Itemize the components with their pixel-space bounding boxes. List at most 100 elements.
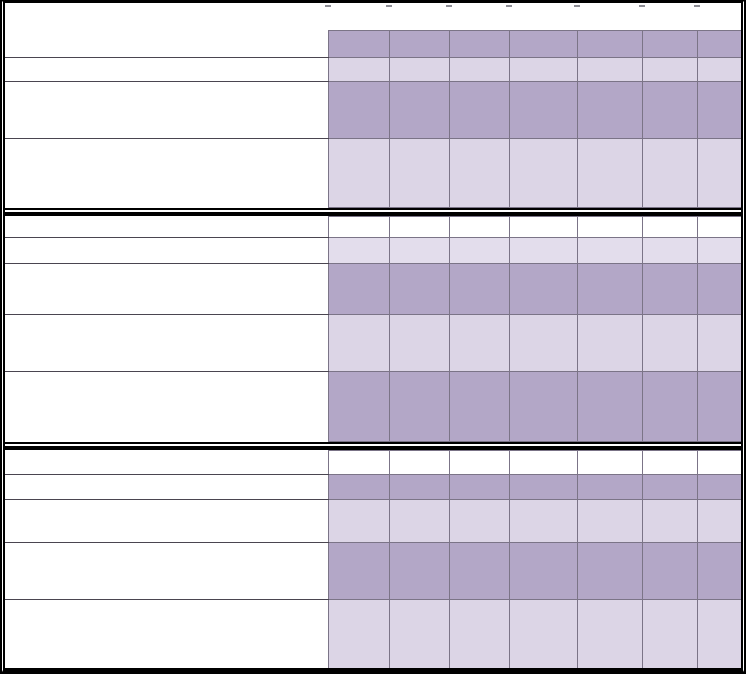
grid-cell[interactable] <box>576 370 643 442</box>
header-cell[interactable] <box>694 3 741 30</box>
grid-cell[interactable] <box>576 449 643 475</box>
row-label-cell[interactable] <box>5 371 328 441</box>
grid-cell[interactable] <box>327 598 390 668</box>
grid-cell[interactable] <box>388 56 450 82</box>
grid-cell[interactable] <box>388 80 450 139</box>
grid-cell[interactable] <box>327 80 390 139</box>
grid-cell[interactable] <box>576 498 643 543</box>
row-label-cell[interactable] <box>5 81 328 139</box>
grid-cell[interactable] <box>448 215 510 238</box>
grid-cell[interactable] <box>696 370 741 442</box>
grid-cell[interactable] <box>388 262 450 315</box>
grid-cell[interactable] <box>576 313 643 372</box>
grid-cell[interactable] <box>576 262 643 315</box>
grid-cell[interactable] <box>327 262 390 315</box>
grid-cell[interactable] <box>696 56 741 82</box>
header-cell[interactable] <box>386 3 449 30</box>
row-label-cell[interactable] <box>5 138 328 207</box>
grid-cell[interactable] <box>388 541 450 600</box>
row-label-cell[interactable] <box>5 599 328 668</box>
grid-cell[interactable] <box>327 541 390 600</box>
grid-cell[interactable] <box>696 137 741 208</box>
grid-cell[interactable] <box>327 498 390 543</box>
row-label-cell[interactable] <box>5 499 328 543</box>
grid-cell[interactable] <box>388 215 450 238</box>
header-cell[interactable] <box>574 3 642 30</box>
row-label-cell[interactable] <box>5 542 328 600</box>
grid-cell[interactable] <box>576 473 643 500</box>
grid-cell[interactable] <box>696 473 741 500</box>
grid-cell[interactable] <box>388 473 450 500</box>
grid-cell[interactable] <box>448 137 510 208</box>
grid-cell[interactable] <box>641 56 698 82</box>
grid-cell[interactable] <box>508 80 578 139</box>
grid-cell[interactable] <box>641 29 698 58</box>
grid-cell[interactable] <box>327 370 390 442</box>
grid-cell[interactable] <box>576 215 643 238</box>
header-cell[interactable] <box>325 3 389 30</box>
row-label-cell[interactable] <box>5 216 328 238</box>
grid-cell[interactable] <box>388 370 450 442</box>
row-label-cell[interactable] <box>5 30 328 58</box>
grid-cell[interactable] <box>696 236 741 264</box>
grid-cell[interactable] <box>508 56 578 82</box>
row-label-cell[interactable] <box>5 57 328 82</box>
grid-cell[interactable] <box>388 313 450 372</box>
grid-cell[interactable] <box>576 29 643 58</box>
grid-cell[interactable] <box>641 236 698 264</box>
grid-cell[interactable] <box>327 473 390 500</box>
grid-cell[interactable] <box>576 598 643 668</box>
grid-cell[interactable] <box>641 449 698 475</box>
grid-cell[interactable] <box>508 370 578 442</box>
grid-cell[interactable] <box>388 29 450 58</box>
grid-cell[interactable] <box>641 498 698 543</box>
grid-cell[interactable] <box>696 29 741 58</box>
grid-cell[interactable] <box>641 215 698 238</box>
grid-cell[interactable] <box>696 215 741 238</box>
grid-cell[interactable] <box>448 56 510 82</box>
grid-cell[interactable] <box>508 498 578 543</box>
grid-cell[interactable] <box>696 541 741 600</box>
grid-cell[interactable] <box>508 598 578 668</box>
grid-cell[interactable] <box>508 137 578 208</box>
grid-cell[interactable] <box>641 541 698 600</box>
grid-cell[interactable] <box>388 498 450 543</box>
grid-cell[interactable] <box>641 313 698 372</box>
grid-cell[interactable] <box>641 598 698 668</box>
header-cell[interactable] <box>639 3 697 30</box>
grid-cell[interactable] <box>696 313 741 372</box>
grid-cell[interactable] <box>448 29 510 58</box>
grid-cell[interactable] <box>641 137 698 208</box>
grid-cell[interactable] <box>388 449 450 475</box>
grid-cell[interactable] <box>508 236 578 264</box>
grid-cell[interactable] <box>508 313 578 372</box>
grid-cell[interactable] <box>641 370 698 442</box>
row-label-cell[interactable] <box>5 3 328 30</box>
grid-cell[interactable] <box>388 236 450 264</box>
grid-cell[interactable] <box>576 236 643 264</box>
grid-cell[interactable] <box>448 449 510 475</box>
grid-cell[interactable] <box>327 29 390 58</box>
grid-cell[interactable] <box>576 80 643 139</box>
row-label-cell[interactable] <box>5 474 328 500</box>
grid-cell[interactable] <box>508 473 578 500</box>
grid-cell[interactable] <box>508 449 578 475</box>
header-cell[interactable] <box>446 3 509 30</box>
grid-cell[interactable] <box>448 598 510 668</box>
grid-cell[interactable] <box>696 449 741 475</box>
grid-cell[interactable] <box>576 56 643 82</box>
grid-cell[interactable] <box>327 236 390 264</box>
header-cell[interactable] <box>506 3 577 30</box>
grid-cell[interactable] <box>696 80 741 139</box>
grid-cell[interactable] <box>448 473 510 500</box>
grid-cell[interactable] <box>508 29 578 58</box>
grid-cell[interactable] <box>508 541 578 600</box>
grid-cell[interactable] <box>327 449 390 475</box>
grid-cell[interactable] <box>327 215 390 238</box>
grid-cell[interactable] <box>388 137 450 208</box>
row-label-cell[interactable] <box>5 314 328 372</box>
grid-cell[interactable] <box>327 313 390 372</box>
grid-cell[interactable] <box>576 541 643 600</box>
grid-cell[interactable] <box>641 262 698 315</box>
grid-cell[interactable] <box>327 56 390 82</box>
